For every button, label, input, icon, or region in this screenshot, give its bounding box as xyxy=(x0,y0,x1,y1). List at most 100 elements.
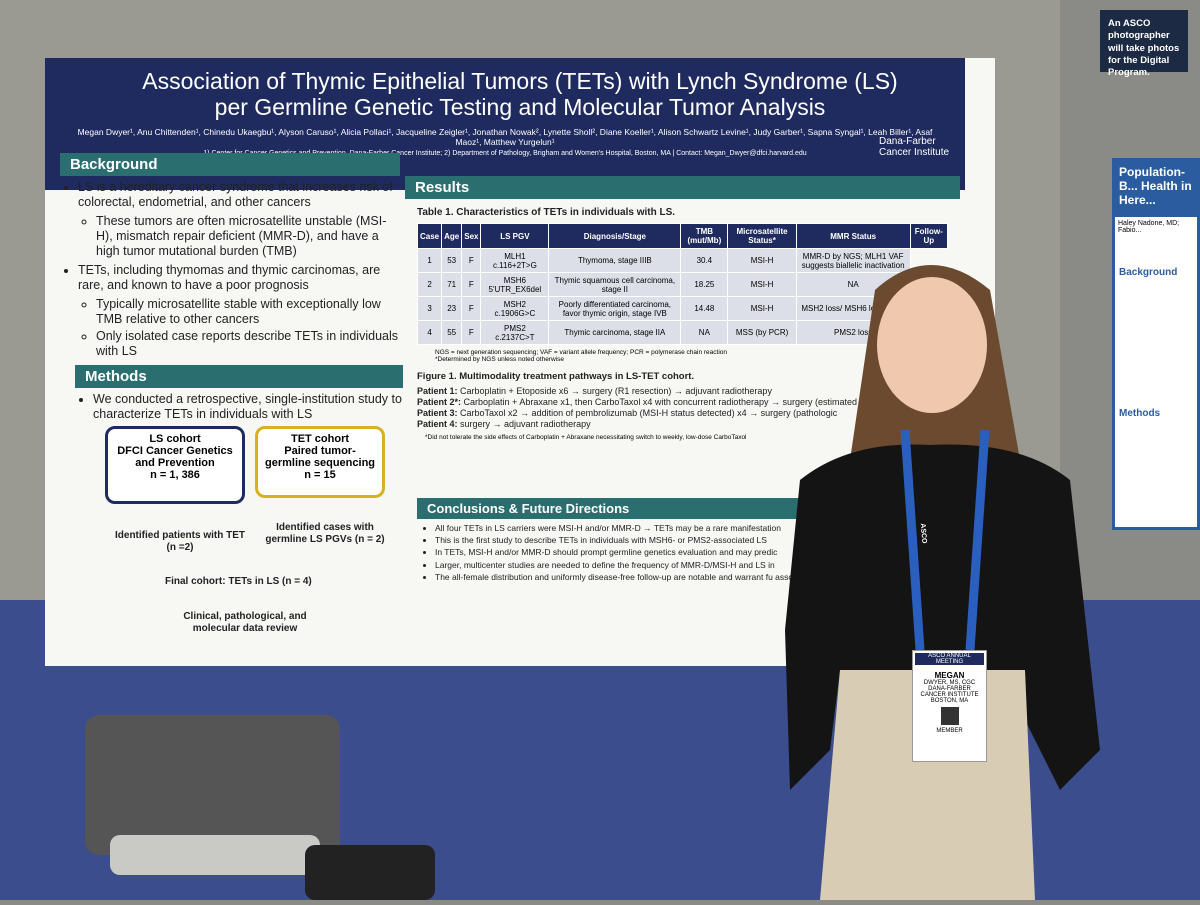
flow-step: Identified patients with TET (n =2) xyxy=(115,530,245,553)
table-header: LS PGV xyxy=(480,223,550,249)
box-body: Paired tumor-germline sequencing xyxy=(264,445,376,469)
face xyxy=(877,277,987,413)
badge-role: MEMBER xyxy=(936,728,963,734)
bag-body xyxy=(305,845,435,900)
table-header: Age xyxy=(441,223,463,249)
conclusion-point: This is the first study to describe TETs… xyxy=(435,535,807,545)
badge-last-name: DWYER, MS, CGC xyxy=(923,680,976,686)
flow-step: Clinical, pathological, and molecular da… xyxy=(183,611,307,634)
affiliations: 1) Center for Cancer Genetics and Preven… xyxy=(203,149,807,157)
methods-intro: We conducted a retrospective, single-ins… xyxy=(93,392,403,422)
table-cell: 53 xyxy=(441,248,463,273)
side-heading: Background xyxy=(1119,267,1178,278)
table-cell: 23 xyxy=(441,296,463,321)
sub-list: These tumors are often microsatellite un… xyxy=(78,214,400,259)
box-body: DFCI Cancer Genetics and Prevention xyxy=(117,445,233,469)
patient-text: Carboplatin + Abraxane x1, then CarboTax… xyxy=(463,397,857,408)
table-cell: F xyxy=(461,320,482,345)
table-cell: 3 xyxy=(416,296,443,321)
table-cell: MSH6 5'UTR_EX6del xyxy=(480,272,550,297)
badge-city: BOSTON, MA xyxy=(930,698,969,704)
table-notes: NGS = next generation sequencing; VAF = … xyxy=(435,349,930,363)
badge-event: ASCO ANNUAL MEETING xyxy=(915,653,984,665)
table-header-row: Case Age Sex LS PGV Diagnosis/Stage TMB (mut/… xyxy=(416,223,949,249)
table-cell: PMS2 c.2137C>T xyxy=(480,320,550,345)
patient-label: Patient 1: xyxy=(417,386,458,397)
table-cell: Poorly differentiated carcinoma, favor t… xyxy=(548,296,682,321)
table-cell: 55 xyxy=(441,320,463,345)
sign: An ASCO photographer will take photos fo… xyxy=(1100,10,1188,78)
bag xyxy=(305,845,435,900)
background-subpoint: Typically microsatellite stable with exc… xyxy=(96,297,400,327)
patient-row: Patient 3: CarboTaxol x2 → addition of p… xyxy=(417,408,948,419)
table-cell: Thymic squamous cell carcinoma, stage II xyxy=(548,272,682,297)
table-cell: MSH2 c.1906G>C xyxy=(480,296,550,321)
chair-back xyxy=(85,715,340,855)
background-list: LS is a hereditary cancer syndrome that … xyxy=(60,180,400,359)
conclusion-point: The all-female distribution and uniforml… xyxy=(435,572,950,582)
sweater xyxy=(785,444,1100,790)
table-cell: 2 xyxy=(416,272,443,297)
table-note: NGS = next generation sequencing; VAF = … xyxy=(435,349,727,356)
lanyard xyxy=(900,429,990,651)
patient-row: Patient 1: Carboplatin + Etoposide x6 → … xyxy=(417,386,948,397)
table-header: Diagnosis/Stage xyxy=(548,223,682,249)
section-heading: Background xyxy=(60,153,400,176)
chair xyxy=(85,715,340,875)
table-header: Follow-Up xyxy=(909,223,949,249)
cohort-box: TET cohort Paired tumor-germline sequenci… xyxy=(255,426,385,498)
patients: Patient 1: Carboplatin + Etoposide x6 → … xyxy=(417,386,948,429)
table-caption: Table 1. Characteristics of TETs in indi… xyxy=(417,207,676,218)
table-cell: 4 xyxy=(416,320,443,345)
table-cell: 18.25 xyxy=(680,272,729,297)
conclusions-section: Conclusions & Future Directions All four… xyxy=(417,498,950,586)
table-cell: MMR-D by NGS; MLH1 VAF suggests bialleli… xyxy=(795,248,911,273)
authors: Megan Dwyer¹, Anu Chittenden¹, Chinedu U… xyxy=(77,126,933,147)
table-cell: MSI-H xyxy=(727,272,797,297)
box-title: LS cohort xyxy=(149,433,201,445)
flow-step: Identified cases with germline LS PGVs (… xyxy=(265,522,385,545)
table-cell: NA xyxy=(680,320,729,345)
table-cell: F xyxy=(461,248,482,273)
box-n: n = 15 xyxy=(304,469,336,481)
table-header: Case xyxy=(416,223,443,249)
background-subpoint: These tumors are often microsatellite un… xyxy=(96,214,400,259)
side-title: Population-B... Health in Here... xyxy=(1115,161,1197,217)
patient-text: CarboTaxol x2 → addition of pembrolizuma… xyxy=(460,407,838,418)
table-header: Microsatellite Status* xyxy=(727,223,797,249)
table-row: 4 55 F PMS2 c.2137C>T Thymic carcinoma, stag… xyxy=(416,320,948,345)
table-header: MMR Status xyxy=(795,223,911,249)
flow-step: Final cohort: TETs in LS (n = 4) xyxy=(165,576,312,587)
side-author: Haley Nadone, MD; Fabio... xyxy=(1118,220,1180,234)
footnote: *Did not tolerate the side effects of Ca… xyxy=(425,433,747,441)
badge: ASCO ANNUAL MEETING MEGAN DWYER, MS, CGC… xyxy=(912,650,987,762)
table-cell: MLH1 c.116+2T>G xyxy=(480,248,550,273)
background-point: LS is a hereditary cancer syndrome that … xyxy=(78,180,400,210)
person-figure xyxy=(785,265,1100,900)
conclusion-point: All four TETs in LS carriers were MSI-H … xyxy=(435,523,807,533)
background-subpoint: Only isolated case reports describe TETs… xyxy=(96,329,400,359)
section-heading: Conclusions & Future Directions xyxy=(417,498,807,519)
section-heading: Methods xyxy=(75,365,403,388)
table-cell: 1 xyxy=(416,248,443,273)
side-heading: Methods xyxy=(1119,408,1161,419)
table-cell: MSS (by PCR) xyxy=(727,320,797,345)
section-heading: Results xyxy=(405,176,960,199)
table-cell: 14.48 xyxy=(680,296,729,321)
badge-org: DANA-FARBER CANCER INSTITUTE xyxy=(920,686,979,698)
sub-list: Typically microsatellite stable with exc… xyxy=(78,297,400,359)
methods-section: Methods We conducted a retrospective, si… xyxy=(75,365,403,656)
table-cell: 71 xyxy=(441,272,463,297)
figure-caption: Figure 1. Multimodality treatment pathwa… xyxy=(417,371,695,382)
table-header: TMB (mut/Mb) xyxy=(680,223,729,249)
background-point: TETs, including thymomas and thymic carc… xyxy=(78,263,400,293)
table-cell: Thymoma, stage IIIB xyxy=(548,248,682,273)
patient-row: Patient 2*: Carboplatin + Abraxane x1, t… xyxy=(417,397,948,408)
patient-text: Carboplatin + Etoposide x6 → surgery (R1… xyxy=(460,386,772,397)
table-cell: 30.4 xyxy=(680,248,729,273)
logo: Dana-Farber Cancer Institute xyxy=(879,136,950,158)
patient-label: Patient 3: xyxy=(417,407,458,418)
table-cell: F xyxy=(461,296,482,321)
background-section: Background LS is a hereditary cancer syn… xyxy=(60,153,400,363)
table-cell: MSI-H xyxy=(727,296,797,321)
